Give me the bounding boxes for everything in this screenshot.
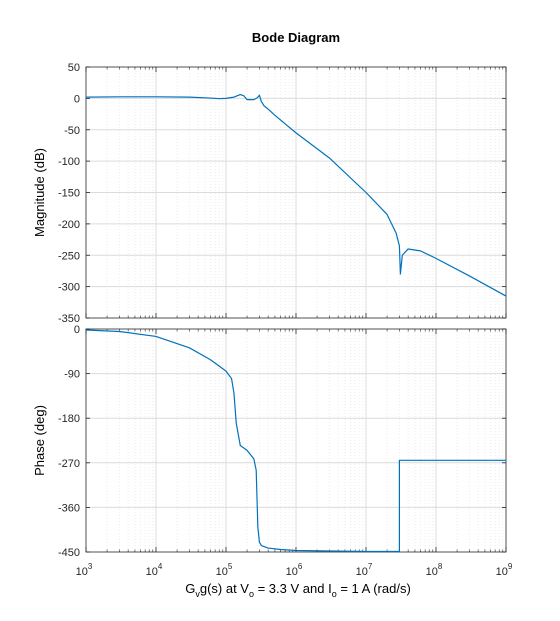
- magnitude-ytick-label: -300: [58, 282, 80, 294]
- phase-ytick-label: -450: [58, 547, 80, 559]
- phase-ytick-label: -180: [58, 413, 80, 425]
- xtick-exponent: 6: [298, 562, 303, 571]
- phase-major-grid: [86, 329, 506, 552]
- phase-minor-grid: [106, 329, 504, 552]
- magnitude-ytick-label: -350: [58, 313, 80, 325]
- magnitude-ytick-label: -250: [58, 250, 80, 262]
- xtick-base: 10: [146, 566, 158, 578]
- magnitude-ytick-label: -150: [58, 188, 80, 200]
- xlabel-text: g(s) at V: [200, 581, 249, 596]
- xtick-base: 10: [286, 566, 298, 578]
- xlabel-subscript: o: [249, 589, 254, 599]
- xtick-label: 103: [76, 562, 93, 578]
- xtick-exponent: 5: [228, 562, 233, 571]
- phase-ytick-label: -90: [64, 369, 80, 381]
- xtick-base: 10: [356, 566, 368, 578]
- chart-title: Bode Diagram: [252, 30, 340, 45]
- xlabel-text: = 1 A (rad/s): [337, 581, 411, 596]
- xtick-label: 106: [286, 562, 303, 578]
- xtick-exponent: 3: [88, 562, 93, 571]
- panel-magnitude: 50 0 -50 -100 -150 -200 -250 -300 -350 Magnitude …: [32, 62, 507, 325]
- magnitude-ylabel: Magnitude (dB): [32, 148, 47, 237]
- xlabel-text: = 3.3 V and I: [254, 581, 332, 596]
- phase-ylabel: Phase (deg): [32, 405, 47, 476]
- magnitude-major-grid: [86, 67, 506, 318]
- phase-ytick-label: 0: [74, 324, 80, 336]
- xtick-label: 109: [496, 562, 513, 578]
- xtick-exponent: 8: [438, 562, 443, 571]
- phase-ytick-label: -360: [58, 502, 80, 514]
- xtick-exponent: 9: [508, 562, 513, 571]
- xlabel-subscript: o: [332, 589, 337, 599]
- magnitude-ytick-label: 0: [74, 93, 80, 105]
- xtick-base: 10: [76, 566, 88, 578]
- panel-phase: 0 -90 -180 -270 -360 -450 Phase (deg): [32, 324, 507, 559]
- phase-series-line: [85, 329, 506, 553]
- magnitude-ytick-label: 50: [68, 62, 80, 74]
- xtick-base: 10: [216, 566, 228, 578]
- xtick-exponent: 4: [158, 562, 163, 571]
- magnitude-series-line: [85, 94, 507, 297]
- phase-ytick-label: -270: [58, 458, 80, 470]
- magnitude-ytick-label: -100: [58, 156, 80, 168]
- xlabel-text: G: [185, 581, 195, 596]
- xlabel-subscript: v: [195, 589, 200, 599]
- xtick-label: 104: [146, 562, 163, 578]
- xtick-label: 108: [426, 562, 443, 578]
- magnitude-ytick-label: -200: [58, 219, 80, 231]
- xtick-base: 10: [426, 566, 438, 578]
- xtick-label: 107: [356, 562, 373, 578]
- xlabel: Gvg(s) at Vo = 3.3 V and Io = 1 A (rad/s…: [185, 581, 411, 599]
- xtick-base: 10: [496, 566, 508, 578]
- xtick-exponent: 7: [368, 562, 373, 571]
- magnitude-ytick-label: -50: [64, 125, 80, 137]
- xtick-label: 105: [216, 562, 233, 578]
